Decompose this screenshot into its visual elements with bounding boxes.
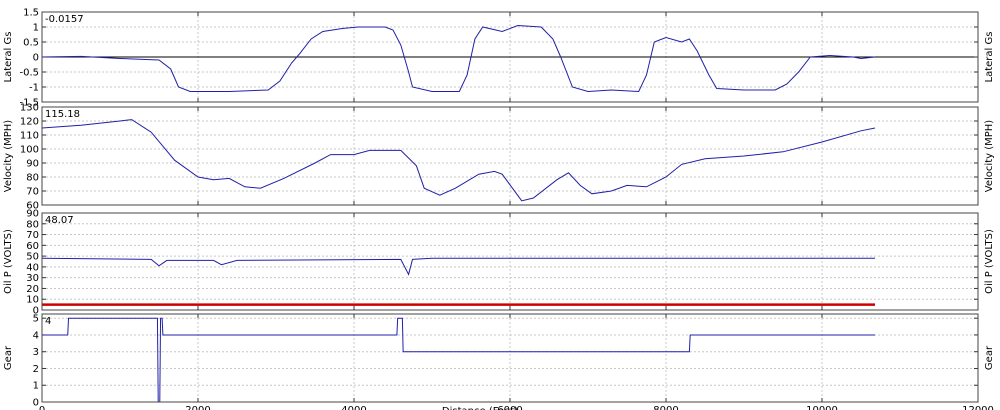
readout: -0.0157 [45, 14, 84, 25]
y-tick-label: 80 [26, 219, 39, 230]
y-tick-label: 4 [33, 330, 39, 341]
x-tick-label: 4000 [341, 405, 366, 410]
y-tick-label: 40 [26, 262, 39, 273]
x-axis-label: Distance (Feet) [442, 406, 518, 410]
y-tick-label: 20 [26, 284, 39, 295]
y-tick-label: 1 [33, 23, 39, 34]
y-tick-label: 120 [20, 117, 39, 128]
y-tick-label: 60 [26, 201, 39, 212]
y-tick-label: 90 [26, 159, 39, 170]
data-line [42, 317, 876, 403]
y-axis-label-right: Gear [984, 345, 995, 370]
data-line [41, 24, 876, 93]
readout: 115.18 [45, 109, 80, 120]
y-tick-label: 90 [26, 209, 39, 220]
y-axis-label-right: Velocity (MPH) [984, 120, 995, 192]
y-tick-label: 3 [33, 347, 39, 358]
y-tick-label: 5 [33, 314, 39, 325]
y-tick-label: -0.5 [19, 68, 39, 79]
y-axis-label: Velocity (MPH) [3, 120, 14, 192]
x-tick-label: 12000 [962, 405, 994, 410]
x-tick-label: 6000 [497, 405, 522, 410]
y-tick-label: 70 [26, 187, 39, 198]
y-tick-label: 10 [26, 295, 39, 306]
y-tick-label: 0 [33, 306, 39, 317]
x-tick-label: 8000 [653, 405, 678, 410]
y-tick-label: -1.5 [19, 98, 39, 109]
y-axis-label: Oil P (VOLTS) [3, 229, 14, 294]
readout: 48.07 [45, 215, 74, 226]
x-tick-label: 10000 [806, 405, 838, 410]
x-tick-label: 0 [39, 405, 45, 410]
y-axis-label-right: Oil P (VOLTS) [984, 229, 995, 294]
y-tick-label: -1 [29, 83, 39, 94]
y-tick-label: 2 [33, 364, 39, 375]
data-line [41, 257, 876, 276]
plot-border [41, 212, 979, 311]
y-tick-label: 60 [26, 241, 39, 252]
y-axis-label: Gear [3, 345, 14, 370]
data-line [41, 119, 876, 202]
y-tick-label: 1.5 [23, 8, 39, 19]
y-tick-label: 80 [26, 173, 39, 184]
plot-border [41, 106, 979, 206]
x-tick-label: 2000 [185, 405, 210, 410]
y-tick-label: 1 [33, 381, 39, 392]
y-tick-label: 130 [20, 103, 39, 114]
y-tick-label: 0 [33, 398, 39, 409]
y-axis-label-right: Lateral Gs [984, 32, 995, 83]
y-axis-label: Lateral Gs [3, 32, 14, 83]
plot-border [41, 313, 979, 403]
y-tick-label: 50 [26, 252, 39, 263]
y-tick-label: 110 [20, 131, 39, 142]
y-tick-label: 30 [26, 273, 39, 284]
y-tick-label: 100 [20, 145, 39, 156]
plot-border [41, 11, 979, 103]
y-tick-label: 0.5 [23, 38, 39, 49]
y-tick-label: 0 [33, 53, 39, 64]
readout: 4 [45, 316, 51, 327]
y-tick-label: 70 [26, 230, 39, 241]
